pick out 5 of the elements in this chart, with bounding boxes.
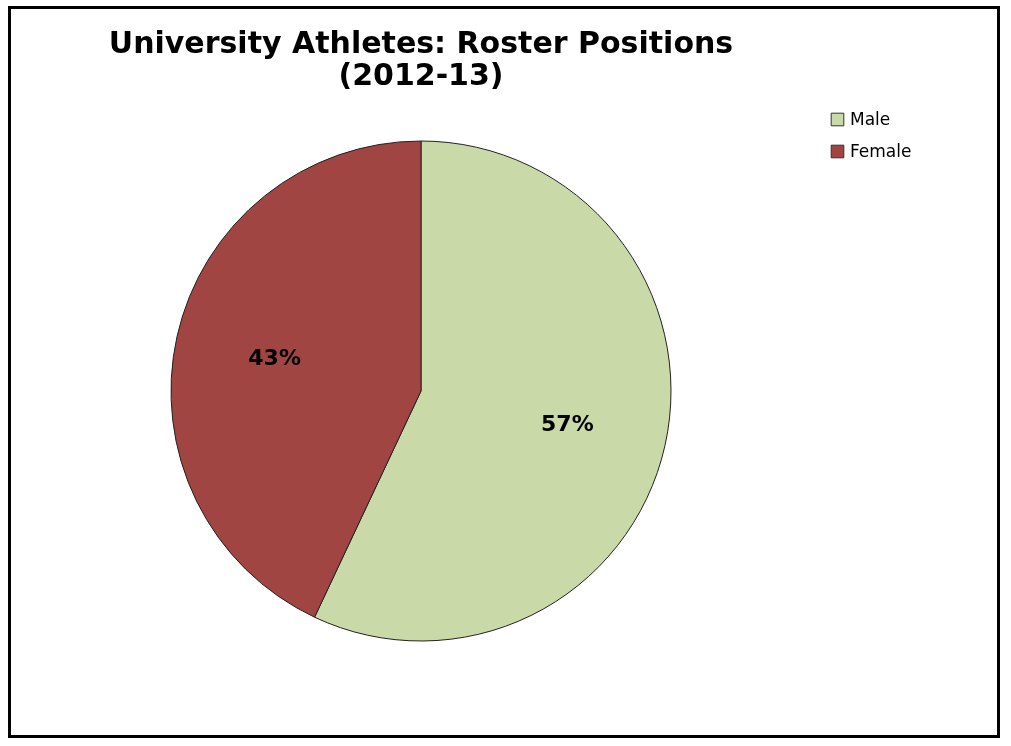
legend-label: Male <box>850 108 891 129</box>
chart-title: University Athletes: Roster Positions (2012-13) <box>108 25 734 92</box>
data-label: 57% <box>541 410 594 436</box>
legend-label: Female <box>850 140 912 161</box>
data-label: 43% <box>248 345 301 371</box>
